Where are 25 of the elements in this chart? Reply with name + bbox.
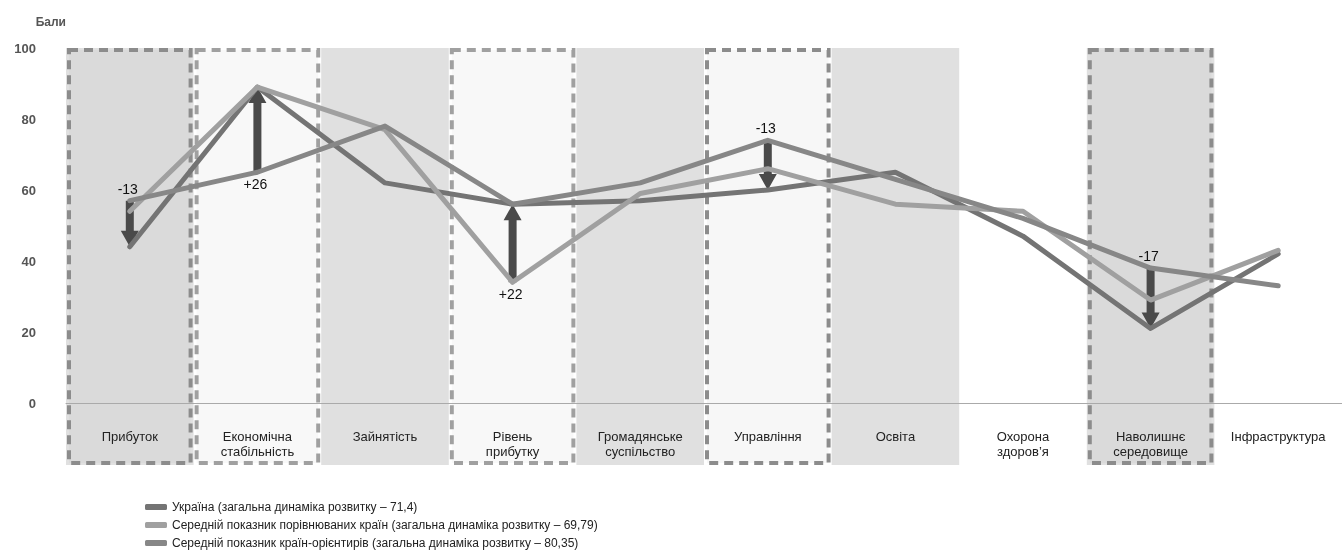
x-tick-label: Економічна стабільність [220,429,295,459]
legend-label: Україна (загальна динаміка розвитку – 71,4) [172,500,418,514]
annotation: -17 [1138,248,1159,265]
x-tick-label: Управління [733,429,802,444]
y-tick-label: 80 [21,111,36,127]
x-tick-label: Інфраструктура [1230,429,1327,444]
y-tick-label: 60 [21,182,36,198]
annotation: +22 [498,286,523,303]
annotation: -13 [117,180,139,197]
y-axis-title: Бали [35,15,66,29]
x-tick-label: Охорона здоров’я [996,429,1050,459]
y-tick-label: 100 [14,40,36,56]
x-tick-label: Рівень прибутку [485,429,540,459]
x-tick-label: Освіта [875,429,916,444]
x-tick-label: Громадянське суспільство [597,429,683,459]
x-tick-label: Наволишнє середовище [1113,429,1188,459]
y-tick-label: 0 [28,395,36,411]
x-tick-label: Прибуток [101,429,159,444]
x-tick-label: Зайнятість [352,429,418,444]
y-tick-label: 40 [21,253,36,269]
legend-label: Середній показник порівнюваних країн (загальна динаміка розвитку – 69,79) [172,518,598,532]
annotation: -13 [755,120,777,137]
legend-label: Середній показник країн-орієнтирів (загальна динаміка розвитку – 80,35) [172,536,579,550]
y-tick-label: 20 [21,324,36,340]
annotation: +26 [243,176,268,193]
